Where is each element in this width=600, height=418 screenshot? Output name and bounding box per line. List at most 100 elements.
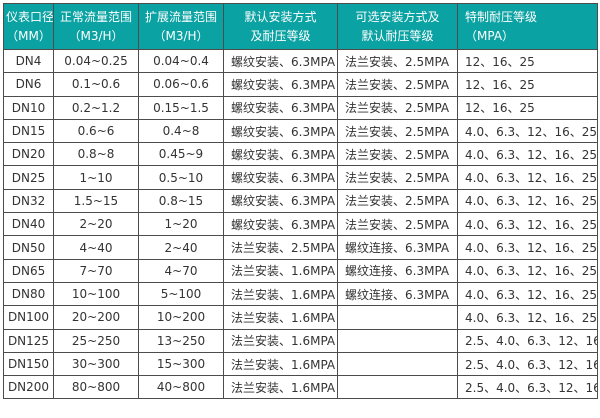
cell-optional_install [337, 328, 458, 353]
table-row: DN15 0.6~6 0.4~8 螺纹安装、6.3MPA 法兰安装、2.5MPA 4.0、… [3, 118, 598, 144]
cell-diameter: DN200 [3, 375, 54, 400]
cell-normal_range: 1~10 [53, 165, 139, 190]
cell-diameter: DN150 [3, 351, 54, 377]
cell-special_pressure: 4.0、6.3、12、16、25 [457, 235, 598, 260]
cell-optional_install: 法兰安装、2.5MPA [337, 165, 458, 190]
cell-optional_install [337, 375, 458, 400]
cell-diameter: DN6 [3, 72, 54, 97]
header-line: （MM） [6, 28, 51, 43]
cell-extended_range: 0.04~0.4 [138, 48, 224, 74]
cell-default_install: 法兰安装、1.6MPA [223, 375, 338, 400]
cell-normal_range: 20~200 [53, 305, 139, 330]
header-line: （MPA） [465, 28, 515, 43]
cell-special_pressure: 4.0、6.3、12、16、25 [457, 305, 598, 330]
table-row: DN150 30~300 15~300 法兰安装、1.6MPA 2.5、4.0、6.3、… [3, 351, 598, 377]
cell-default_install: 螺纹安装、6.3MPA [223, 212, 338, 237]
cell-optional_install [337, 351, 458, 377]
cell-special_pressure: 2.5、4.0、6.3、12、16 [457, 328, 598, 353]
cell-optional_install: 法兰安装、2.5MPA [337, 95, 458, 120]
cell-diameter: DN10 [3, 95, 54, 120]
cell-optional_install: 法兰安装、2.5MPA [337, 72, 458, 97]
table-row: DN25 1~10 0.5~10 螺纹安装、6.3MPA 法兰安装、2.5MPA 4.0、… [3, 165, 598, 190]
table-row: DN6 0.1~0.6 0.06~0.6 螺纹安装、6.3MPA 法兰安装、2.5MPA… [3, 72, 598, 97]
cell-normal_range: 30~300 [53, 351, 139, 377]
cell-optional_install: 法兰安装、2.5MPA [337, 212, 458, 237]
table-row: DN20 0.8~8 0.45~9 螺纹安装、6.3MPA 法兰安装、2.5MPA 4.0… [3, 142, 598, 167]
cell-optional_install: 法兰安装、2.5MPA [337, 48, 458, 74]
cell-default_install: 螺纹安装、6.3MPA [223, 188, 338, 214]
table-row: DN80 10~100 5~100 法兰安装、1.6MPA 螺纹连接、6.3MPA 4.0… [3, 281, 598, 307]
table-row: DN200 80~800 40~800 法兰安装、1.6MPA 2.5、4.0、6.3、… [3, 375, 598, 400]
header-line: 扩展流量范围 [144, 9, 217, 24]
cell-diameter: DN100 [3, 305, 54, 330]
cell-special_pressure: 4.0、6.3、12、16、25 [457, 118, 598, 144]
cell-default_install: 法兰安装、1.6MPA [223, 305, 338, 330]
cell-extended_range: 10~200 [138, 305, 224, 330]
header-line: 特制耐压等级 [465, 9, 538, 24]
header-line: （M3/H） [68, 28, 124, 43]
cell-normal_range: 0.6~6 [53, 118, 139, 144]
column-header-normal-range: 正常流量范围 （M3/H） [53, 3, 139, 50]
cell-normal_range: 0.8~8 [53, 142, 139, 167]
cell-diameter: DN125 [3, 328, 54, 353]
cell-extended_range: 0.8~15 [138, 188, 224, 214]
header-line: 仪表口径 [6, 9, 54, 24]
cell-default_install: 螺纹安装、6.3MPA [223, 165, 338, 190]
cell-default_install: 螺纹安装、6.3MPA [223, 48, 338, 74]
cell-extended_range: 13~250 [138, 328, 224, 353]
cell-special_pressure: 4.0、6.3、12、16、25 [457, 165, 598, 190]
table-row: DN40 2~20 1~20 螺纹安装、6.3MPA 法兰安装、2.5MPA 4.0、6.… [3, 212, 598, 237]
cell-default_install: 螺纹安装、6.3MPA [223, 72, 338, 97]
cell-special_pressure: 2.5、4.0、6.3、12、16 [457, 375, 598, 400]
header-line: （M3/H） [153, 28, 209, 43]
column-header-default-install: 默认安装方式 及耐压等级 [223, 3, 338, 50]
cell-special_pressure: 4.0、6.3、12、16、25 [457, 258, 598, 283]
cell-special_pressure: 4.0、6.3、12、16、25 [457, 212, 598, 237]
cell-special_pressure: 4.0、6.3、12、16、25 [457, 142, 598, 167]
cell-normal_range: 1.5~15 [53, 188, 139, 214]
cell-special_pressure: 12、16、25 [457, 72, 598, 97]
cell-special_pressure: 2.5、4.0、6.3、12、16 [457, 351, 598, 377]
cell-extended_range: 2~40 [138, 235, 224, 260]
header-line: 正常流量范围 [59, 9, 132, 24]
column-header-optional-install: 可选安装方式及 默认耐压等级 [337, 3, 458, 50]
header-line: 可选安装方式及 [355, 9, 440, 24]
table-row: DN125 25~250 13~250 法兰安装、1.6MPA 2.5、4.0、6.3、… [3, 328, 598, 353]
cell-diameter: DN32 [3, 188, 54, 214]
cell-default_install: 法兰安装、1.6MPA [223, 258, 338, 283]
cell-normal_range: 80~800 [53, 375, 139, 400]
cell-diameter: DN4 [3, 48, 54, 74]
cell-default_install: 螺纹安装、6.3MPA [223, 118, 338, 144]
header-line: 默认耐压等级 [361, 28, 434, 43]
cell-normal_range: 2~20 [53, 212, 139, 237]
cell-extended_range: 5~100 [138, 281, 224, 307]
cell-optional_install: 法兰安装、2.5MPA [337, 188, 458, 214]
cell-diameter: DN15 [3, 118, 54, 144]
cell-default_install: 螺纹安装、6.3MPA [223, 142, 338, 167]
cell-diameter: DN50 [3, 235, 54, 260]
cell-special_pressure: 12、16、25 [457, 48, 598, 74]
cell-normal_range: 0.1~0.6 [53, 72, 139, 97]
header-row: 仪表口径 （MM） 正常流量范围 （M3/H） 扩展流量范围 （M3/H） 默认… [3, 3, 598, 50]
cell-default_install: 法兰安装、1.6MPA [223, 328, 338, 353]
cell-extended_range: 0.4~8 [138, 118, 224, 144]
cell-optional_install: 螺纹连接、6.3MPA [337, 235, 458, 260]
cell-extended_range: 1~20 [138, 212, 224, 237]
table-row: DN32 1.5~15 0.8~15 螺纹安装、6.3MPA 法兰安装、2.5MPA 4.… [3, 188, 598, 214]
cell-diameter: DN65 [3, 258, 54, 283]
flow-meter-spec-table: 仪表口径 （MM） 正常流量范围 （M3/H） 扩展流量范围 （M3/H） 默认… [3, 3, 598, 400]
table-row: DN65 7~70 4~70 法兰安装、1.6MPA 螺纹连接、6.3MPA 4.0、6.… [3, 258, 598, 283]
cell-optional_install [337, 305, 458, 330]
cell-default_install: 法兰安装、1.6MPA [223, 351, 338, 377]
cell-special_pressure: 12、16、25 [457, 95, 598, 120]
column-header-extended-range: 扩展流量范围 （M3/H） [138, 3, 224, 50]
cell-optional_install: 法兰安装、2.5MPA [337, 142, 458, 167]
cell-normal_range: 0.04~0.25 [53, 48, 139, 74]
cell-extended_range: 15~300 [138, 351, 224, 377]
cell-diameter: DN80 [3, 281, 54, 307]
cell-normal_range: 0.2~1.2 [53, 95, 139, 120]
cell-optional_install: 法兰安装、2.5MPA [337, 118, 458, 144]
table-row: DN50 4~40 2~40 法兰安装、2.5MPA 螺纹连接、6.3MPA 4.0、6.… [3, 235, 598, 260]
cell-normal_range: 4~40 [53, 235, 139, 260]
cell-normal_range: 10~100 [53, 281, 139, 307]
